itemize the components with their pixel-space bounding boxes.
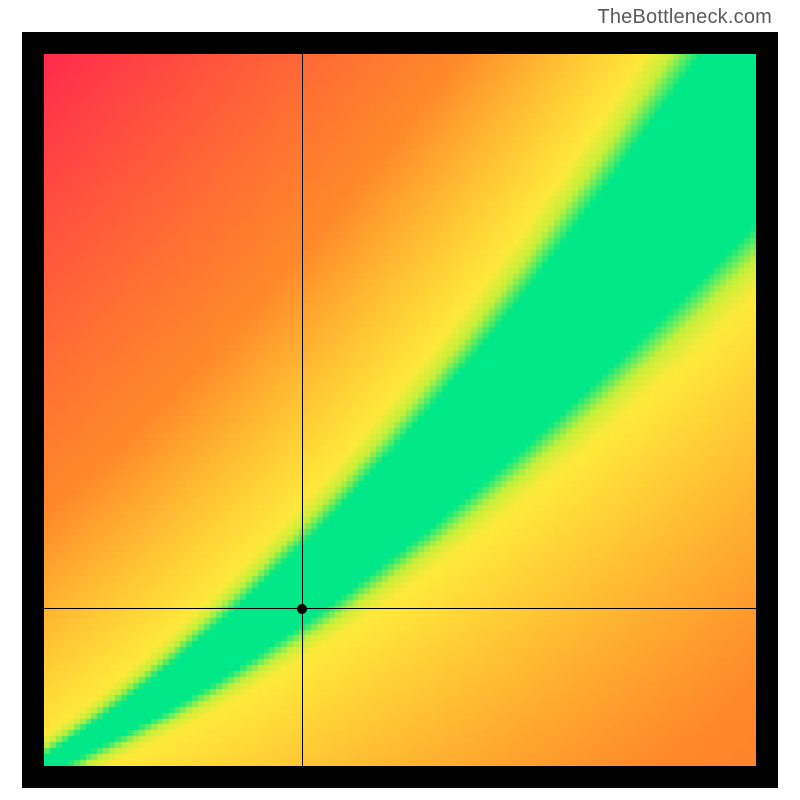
watermark-text: TheBottleneck.com [597,6,772,29]
plot-area [44,54,756,766]
gradient-field-canvas [44,54,756,766]
crosshair-horizontal [44,608,756,609]
figure-container: TheBottleneck.com [0,0,800,800]
crosshair-vertical [302,54,303,766]
